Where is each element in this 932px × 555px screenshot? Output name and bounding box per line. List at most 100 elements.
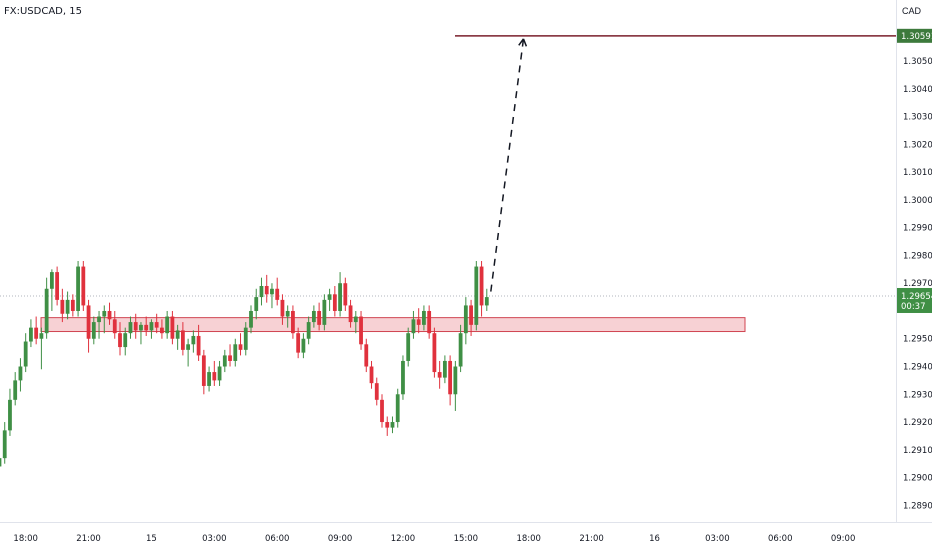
candle: [311, 305, 316, 328]
price-tick-label: 1.29700: [903, 279, 932, 289]
symbol-title: FX:USDCAD, 15: [4, 6, 82, 17]
candle: [191, 330, 196, 353]
candle-body: [327, 294, 332, 300]
time-tick-label: 21:00: [76, 534, 101, 544]
candle-body: [275, 288, 280, 300]
candle-body: [212, 372, 217, 381]
candle-body: [395, 394, 400, 423]
candle-body: [91, 322, 96, 339]
price-tick-label: 1.30100: [903, 168, 932, 178]
candle-body: [332, 294, 337, 311]
candle: [18, 358, 23, 392]
candle: [479, 261, 484, 317]
projection-arrow[interactable]: [490, 38, 528, 292]
countdown-label: 00:37: [901, 302, 926, 312]
candle: [453, 360, 458, 411]
candle-body: [154, 322, 159, 328]
candle-body: [8, 399, 12, 431]
candle: [123, 327, 128, 356]
candle: [222, 349, 227, 373]
candle: [285, 305, 290, 328]
candle: [201, 349, 206, 395]
candle: [385, 416, 390, 436]
candle: [275, 277, 280, 306]
candle-body: [359, 316, 363, 345]
candle-body: [65, 299, 70, 314]
price-tick-label: 1.29900: [903, 224, 932, 234]
candle-body: [422, 310, 426, 325]
candle: [97, 310, 101, 339]
resistance-zone[interactable]: [40, 317, 746, 333]
candle: [233, 338, 238, 367]
candle-body: [259, 285, 264, 298]
price-tick-label: 1.30400: [903, 85, 932, 95]
candle-body: [81, 266, 86, 306]
candle: [359, 310, 363, 350]
candle-body: [385, 422, 390, 428]
candle: [442, 355, 447, 384]
candle-body: [306, 322, 311, 339]
candle-body: [348, 305, 353, 323]
candle-body: [411, 319, 416, 334]
time-tick-label: 15:00: [454, 534, 479, 544]
candle: [154, 313, 159, 334]
candle: [44, 277, 49, 339]
candle: [186, 338, 191, 367]
candle-body: [264, 285, 269, 295]
candle-body: [217, 366, 222, 381]
candle-body: [296, 333, 301, 353]
candle: [212, 360, 217, 386]
time-tick-label: 09:00: [328, 534, 353, 544]
candle-body: [39, 333, 44, 339]
candle: [8, 388, 12, 436]
candle-body: [474, 266, 479, 325]
candle-body: [23, 341, 28, 367]
candle: [243, 322, 248, 356]
candle-body: [55, 272, 60, 300]
candle-body: [2, 430, 7, 459]
candle: [128, 316, 133, 339]
candle: [390, 416, 395, 434]
candle-body: [133, 322, 138, 331]
candle-body: [463, 305, 468, 334]
time-tick-label: 15: [146, 534, 157, 544]
candle-body: [201, 355, 206, 386]
candle: [301, 333, 306, 359]
price-tick-label: 1.29800: [903, 251, 932, 261]
candle-body: [311, 310, 316, 323]
candle: [474, 261, 479, 331]
candle-body: [160, 327, 164, 334]
candle-body: [301, 338, 306, 353]
candle-body: [34, 327, 39, 339]
candle-body: [249, 310, 253, 328]
candle-body: [401, 360, 405, 395]
candle: [160, 319, 164, 339]
candle-body: [118, 333, 122, 348]
candle: [332, 285, 337, 317]
currency-label: CAD: [902, 6, 922, 16]
time-tick-label: 18:00: [13, 534, 38, 544]
projection-dashed-line: [490, 38, 525, 292]
price-axis[interactable]: 1.306001.305001.304001.303001.302001.301…: [903, 29, 932, 511]
candle-body: [238, 344, 243, 350]
candle: [133, 313, 138, 339]
time-axis[interactable]: 18:00 21:00 15 03:00 06:00 09:00 12:00 15:00 18:…: [13, 534, 855, 544]
current-price-badge: [897, 287, 932, 313]
candle-body: [222, 355, 227, 367]
price-tick-label: 1.29400: [903, 363, 932, 373]
candle: [2, 422, 7, 464]
candle: [175, 324, 180, 350]
price-tick-label: 1.29000: [903, 474, 932, 484]
candle-body: [484, 297, 489, 306]
candle: [317, 302, 322, 331]
candle-body: [453, 366, 458, 395]
candle-body: [191, 335, 196, 345]
candle: [249, 305, 253, 334]
price-tick-label: 1.30200: [903, 140, 932, 150]
candle-body: [233, 344, 238, 361]
candle-body: [44, 288, 49, 334]
candle-body: [123, 333, 128, 348]
